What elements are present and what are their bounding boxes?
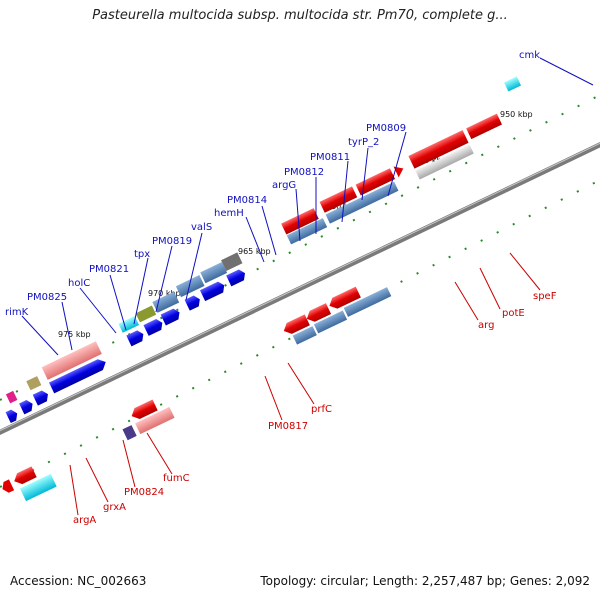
gene-label-fumC[interactable]: fumC: [163, 473, 190, 484]
gene-box[interactable]: [19, 473, 57, 502]
reverse-features: [0, 286, 392, 502]
PM0809-gene[interactable]: [221, 252, 243, 272]
gene-box[interactable]: [292, 326, 317, 345]
fumC-gene[interactable]: [12, 466, 37, 486]
gene-label-hemH[interactable]: hemH: [214, 208, 244, 219]
tick-label: 950 kbp: [500, 110, 533, 119]
genome-backbone: [0, 142, 600, 435]
gene-arrow[interactable]: [304, 303, 332, 324]
gene-label-PM0821[interactable]: PM0821: [89, 264, 129, 275]
gene-label-PM0812[interactable]: PM0812: [284, 167, 324, 178]
gene-label-PM0814[interactable]: PM0814: [227, 195, 267, 206]
tick-label: 965 kbp: [238, 247, 271, 256]
gene-arrow[interactable]: [0, 479, 15, 494]
tick-label: 960 kbp: [326, 202, 359, 211]
gene-label-argA[interactable]: argA: [73, 515, 96, 526]
gene-box[interactable]: [415, 144, 474, 180]
potE-gene[interactable]: [313, 310, 348, 334]
leader-lines-reverse: [69, 252, 541, 516]
tyrP_2-gene[interactable]: [200, 262, 228, 284]
forward-labels: cmk tyrP_2 PM0809 PM0811 PM0812 argG PM0…: [5, 50, 540, 318]
valS-gene[interactable]: [41, 341, 102, 380]
gene-label-grxA[interactable]: grxA: [103, 502, 126, 513]
gene-label-PM0809[interactable]: PM0809: [366, 123, 406, 134]
gene-label-rimK[interactable]: rimK: [5, 307, 29, 318]
gene-box[interactable]: [281, 208, 319, 235]
forward-features: [5, 76, 521, 424]
gene-label-tyrP_2[interactable]: tyrP_2: [348, 137, 379, 148]
gene-label-PM0817[interactable]: PM0817: [268, 421, 308, 432]
gene-label-PM0824[interactable]: PM0824: [124, 487, 164, 498]
argG-gene[interactable]: [135, 305, 157, 323]
genome-summary-text: Topology: circular; Length: 2,257,487 bp…: [260, 574, 590, 588]
tick-label: 970 kbp: [148, 289, 181, 298]
gene-arrow[interactable]: [143, 317, 164, 336]
gene-label-PM0811[interactable]: PM0811: [310, 152, 350, 163]
gene-arrow[interactable]: [32, 389, 51, 406]
gene-label-potE[interactable]: potE: [502, 308, 525, 319]
gene-arrow[interactable]: [160, 307, 182, 326]
gene-arrow[interactable]: [5, 408, 20, 424]
PM0812-gene[interactable]: [152, 291, 180, 313]
gene-label-prfC[interactable]: prfC: [311, 404, 332, 415]
map-title: Pasteurella multocida subsp. multocida s…: [92, 8, 508, 23]
gene-arrow[interactable]: [184, 294, 203, 311]
gene-label-arg[interactable]: arg: [478, 320, 494, 331]
tick-label: 975 kbp: [58, 330, 91, 339]
gene-box[interactable]: [135, 406, 175, 435]
leader-lines-forward: [21, 57, 594, 356]
PM0814-gene[interactable]: [118, 316, 140, 333]
PM0817-gene[interactable]: [122, 425, 137, 441]
reverse-labels: speF potE arg prfC PM0817 fumC PM0824 gr…: [73, 291, 557, 526]
genome-backbone-highlight: [0, 142, 600, 432]
PM0819-gene[interactable]: [26, 376, 42, 391]
gene-box[interactable]: [319, 186, 358, 213]
gene-box[interactable]: [466, 113, 502, 140]
gene-label-cmk[interactable]: cmk: [519, 50, 540, 61]
cmk-gene[interactable]: [504, 76, 521, 92]
speF-gene[interactable]: [343, 287, 392, 317]
PM0811-gene[interactable]: [175, 275, 205, 298]
gene-label-PM0819[interactable]: PM0819: [152, 236, 192, 247]
prfC-gene[interactable]: [129, 399, 158, 421]
gene-label-PM0825[interactable]: PM0825: [27, 292, 67, 303]
gene-arrow[interactable]: [327, 286, 361, 312]
gene-box[interactable]: [325, 181, 399, 224]
gene-arrow[interactable]: [19, 398, 35, 415]
gene-label-valS[interactable]: valS: [191, 222, 212, 233]
gene-label-tpx[interactable]: tpx: [134, 249, 150, 260]
gene-label-speF[interactable]: speF: [533, 291, 557, 302]
gene-arrow[interactable]: [226, 268, 247, 287]
arg-gene[interactable]: [281, 314, 310, 336]
gene-label-argG[interactable]: argG: [272, 180, 296, 191]
tpx-gene[interactable]: [5, 390, 18, 404]
gene-box[interactable]: [408, 130, 469, 169]
hemH-gene[interactable]: [49, 357, 108, 394]
gene-arrow[interactable]: [199, 280, 227, 302]
gene-box[interactable]: [286, 218, 328, 245]
gene-box[interactable]: [355, 168, 396, 196]
gene-label-holC[interactable]: holC: [68, 278, 90, 289]
gene-arrow[interactable]: [126, 329, 146, 347]
accession-text: Accession: NC_002663: [10, 574, 147, 588]
